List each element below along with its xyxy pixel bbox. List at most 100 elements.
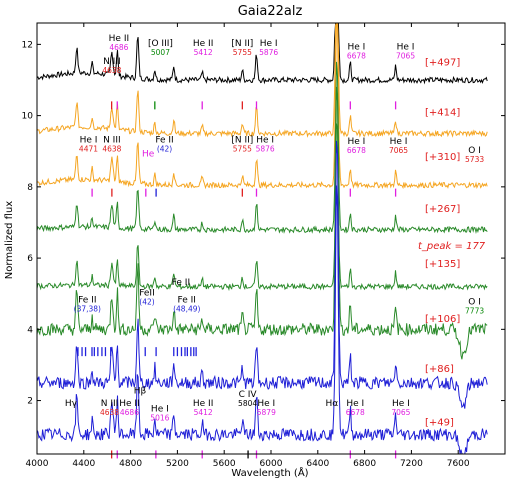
line-id-wavelength: 7773 bbox=[465, 306, 484, 315]
y-tick-label: 6 bbox=[27, 254, 33, 264]
plot-frame bbox=[36, 22, 506, 455]
line-id-name: Fe II bbox=[155, 135, 173, 145]
line-id-wavelength: (42) bbox=[139, 297, 154, 306]
line-id-wavelength: 5879 bbox=[257, 408, 276, 417]
line-id-wavelength: 7065 bbox=[389, 146, 408, 155]
line-id-name: N III bbox=[101, 399, 119, 409]
line-id-name: C IV bbox=[239, 390, 258, 400]
line-id-ticks bbox=[77, 101, 397, 459]
y-tick-label: 4 bbox=[27, 325, 33, 335]
line-id-name: [O III] bbox=[148, 39, 173, 49]
x-axis-label: Wavelength (Å) bbox=[231, 466, 308, 479]
line-id-name: He I bbox=[347, 137, 365, 147]
line-id-wavelength: 7065 bbox=[396, 52, 415, 61]
line-id-wavelength: 5007 bbox=[151, 48, 170, 57]
line-id-name: He II bbox=[119, 399, 139, 409]
peak-label: t_peak = 177 bbox=[418, 241, 486, 252]
x-tick-label: 6400 bbox=[306, 459, 329, 469]
feature-label: Hβ bbox=[134, 386, 147, 396]
epoch-label: [+414] bbox=[425, 108, 460, 119]
spectrum-line bbox=[36, 185, 488, 455]
x-tick-label: 7200 bbox=[400, 459, 423, 469]
spectra-layer bbox=[36, 22, 488, 455]
line-id-name: He I bbox=[260, 39, 278, 49]
line-id-wavelength: (37,38) bbox=[74, 305, 101, 314]
epoch-label: [+49] bbox=[425, 418, 454, 429]
line-id-name: He II bbox=[109, 34, 129, 44]
line-id-wavelength: 4638 bbox=[102, 144, 121, 153]
line-id-name: Fe II bbox=[178, 296, 196, 306]
line-id-name: [N II] bbox=[231, 39, 253, 49]
line-id-name: [N II] bbox=[231, 135, 253, 145]
line-id-name: O I bbox=[468, 297, 481, 307]
line-id-name: He I bbox=[346, 399, 364, 409]
chart-title: Gaia22alz bbox=[238, 4, 303, 19]
line-id-wavelength: 5755 bbox=[233, 144, 252, 153]
line-id-wavelength: 4638 bbox=[102, 66, 121, 75]
line-id-wavelength: 5016 bbox=[150, 413, 169, 422]
spectrum-line bbox=[36, 22, 488, 190]
line-id-wavelength: 5804 bbox=[238, 399, 257, 408]
line-id-name: He I bbox=[347, 43, 365, 53]
line-id-wavelength: 4686 bbox=[120, 408, 139, 417]
spectrum-line bbox=[36, 86, 488, 360]
x-tick-label: 5600 bbox=[213, 459, 236, 469]
line-id-wavelength: 5876 bbox=[256, 144, 275, 153]
feature-label: Hγ bbox=[65, 399, 78, 409]
line-id-name: Fe II bbox=[78, 296, 96, 306]
line-id-wavelength: 6678 bbox=[346, 408, 365, 417]
line-id-wavelength: 5876 bbox=[259, 48, 278, 57]
line-id-wavelength: 6678 bbox=[347, 146, 366, 155]
x-tick-label: 4800 bbox=[119, 459, 142, 469]
line-id-wavelength: 7065 bbox=[391, 408, 410, 417]
feature-label: Hα bbox=[325, 399, 338, 409]
epoch-label: [+497] bbox=[425, 58, 460, 69]
y-axis-label: Normalized flux bbox=[4, 201, 15, 280]
line-id-wavelength: 4471 bbox=[79, 144, 98, 153]
epoch-label: [+267] bbox=[425, 204, 460, 215]
axes: 4000 4400 4800 5200 5600 6000 6400 6800 7200 7600… bbox=[22, 23, 505, 469]
line-id-name: He I bbox=[80, 135, 98, 145]
spectrum-line bbox=[36, 123, 488, 292]
x-tick-label: 6000 bbox=[260, 459, 283, 469]
epoch-label: [+135] bbox=[425, 259, 460, 270]
line-id-name: He I bbox=[151, 404, 169, 414]
y-tick-label: 10 bbox=[22, 112, 34, 122]
feature-label: Fe II bbox=[172, 278, 190, 288]
feature-label: He bbox=[142, 150, 155, 160]
epoch-label: [+310] bbox=[425, 152, 460, 163]
line-id-wavelength: 5733 bbox=[465, 155, 484, 164]
line-id-name: He I bbox=[256, 135, 274, 145]
line-id-name: He I bbox=[390, 137, 408, 147]
x-tick-label: 4000 bbox=[26, 459, 49, 469]
line-id-wavelength: 5755 bbox=[233, 48, 252, 57]
epoch-label: [+86] bbox=[425, 364, 454, 375]
line-id-name: N III bbox=[103, 135, 121, 145]
x-tick-label: 7600 bbox=[447, 459, 470, 469]
y-tick-label: 2 bbox=[27, 397, 33, 407]
line-id-wavelength: 4686 bbox=[109, 43, 128, 52]
x-tick-label: 5200 bbox=[166, 459, 189, 469]
line-id-name: N III bbox=[103, 57, 121, 67]
epoch-label: [+106] bbox=[425, 314, 460, 325]
line-id-wavelength: 5412 bbox=[194, 48, 213, 57]
line-id-wavelength: (42) bbox=[157, 144, 172, 153]
spectrum-line bbox=[36, 22, 488, 85]
line-id-wavelength: 4638 bbox=[100, 408, 119, 417]
spectrum-line bbox=[36, 140, 488, 409]
line-id-wavelength: 5412 bbox=[194, 408, 213, 417]
line-id-name: O I bbox=[468, 146, 481, 156]
line-id-wavelength: (48,49) bbox=[173, 305, 200, 314]
x-tick-label: 6800 bbox=[353, 459, 376, 469]
x-tick-label: 4400 bbox=[72, 459, 95, 469]
line-id-wavelength: 6678 bbox=[347, 52, 366, 61]
line-id-labels: [+497] [+414] [+310] [+267] [+135] [+106] [+86… bbox=[65, 34, 484, 429]
line-id-name: He I bbox=[397, 43, 415, 53]
y-tick-label: 8 bbox=[27, 183, 33, 193]
line-id-name: He I bbox=[392, 399, 410, 409]
line-id-name: He II bbox=[193, 399, 213, 409]
line-id-name: He I bbox=[257, 399, 275, 409]
spectrum-line bbox=[36, 61, 488, 234]
line-id-name: He II bbox=[193, 39, 213, 49]
